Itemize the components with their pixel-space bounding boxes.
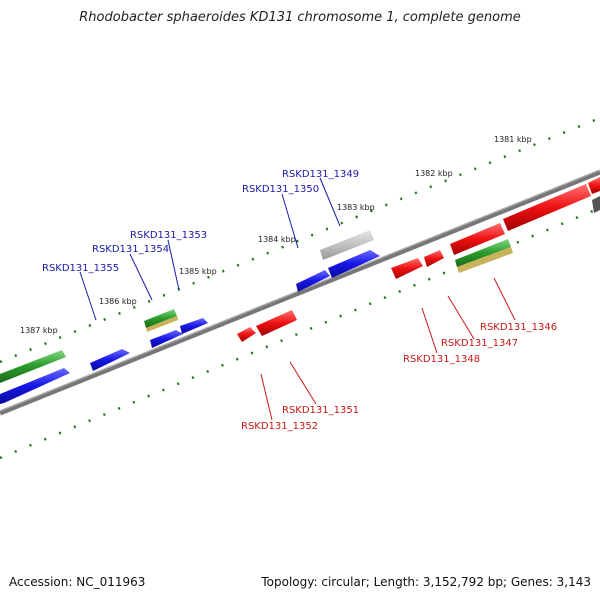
forward-genes [0,250,380,404]
kbp-label-1386: 1386 kbp [99,297,137,306]
gene-arrow[interactable] [150,330,183,348]
rna-gene-arrow[interactable] [455,239,511,267]
accession-text: Accession: NC_011963 [9,575,146,589]
gene-label-rskd131-1355[interactable]: RSKD131_1355 [42,263,119,274]
gene-arrow[interactable] [90,349,130,371]
gene-label-rskd131-1348[interactable]: RSKD131_1348 [403,354,480,365]
gene-arrow[interactable] [180,318,208,334]
genome-summary-text: Topology: circular; Length: 3,152,792 bp… [261,575,591,589]
gene-arrow[interactable] [503,184,591,231]
kbp-label-1383: 1383 kbp [337,203,375,212]
gene-label-rskd131-1352[interactable]: RSKD131_1352 [241,421,318,432]
rna-gene-arrow[interactable] [146,316,178,332]
kbp-label-1382: 1382 kbp [415,169,453,178]
rna-gene-arrow[interactable] [0,350,66,383]
gene-label-rskd131-1350[interactable]: RSKD131_1350 [242,184,319,195]
label-leaders [79,177,516,421]
gene-label-rskd131-1351[interactable]: RSKD131_1351 [282,405,359,416]
gene-label-rskd131-1349[interactable]: RSKD131_1349 [282,169,359,180]
gene-arrow[interactable] [256,310,297,336]
gene-label-rskd131-1353[interactable]: RSKD131_1353 [130,230,207,241]
kbp-label-1385: 1385 kbp [179,267,217,276]
rna-gene-arrow[interactable] [457,247,513,273]
kbp-label-1384: 1384 kbp [258,235,296,244]
gene-arrow[interactable] [424,250,444,267]
gene-arrow[interactable] [296,270,330,292]
gene-arrow[interactable] [0,368,70,404]
partial-gene-arrow[interactable] [592,196,600,213]
kbp-label-1387: 1387 kbp [20,326,58,335]
rna-genes [0,239,513,383]
chromosome-backbone [0,169,600,416]
pseudo-gene-arrow[interactable] [320,230,374,260]
gene-label-rskd131-1346[interactable]: RSKD131_1346 [480,322,557,333]
reverse-genes [237,177,600,342]
gene-label-rskd131-1354[interactable]: RSKD131_1354 [92,244,169,255]
gene-arrow[interactable] [450,223,505,255]
gene-arrow[interactable] [328,250,380,278]
gene-arrow[interactable] [588,177,600,194]
gene-arrow[interactable] [391,258,423,279]
gene-arrow[interactable] [237,327,256,342]
kbp-label-1381: 1381 kbp [494,135,532,144]
gene-label-rskd131-1347[interactable]: RSKD131_1347 [441,338,518,349]
rna-gene-arrow[interactable] [144,309,177,328]
map-title: Rhodobacter sphaeroides KD131 chromosome… [79,10,521,25]
